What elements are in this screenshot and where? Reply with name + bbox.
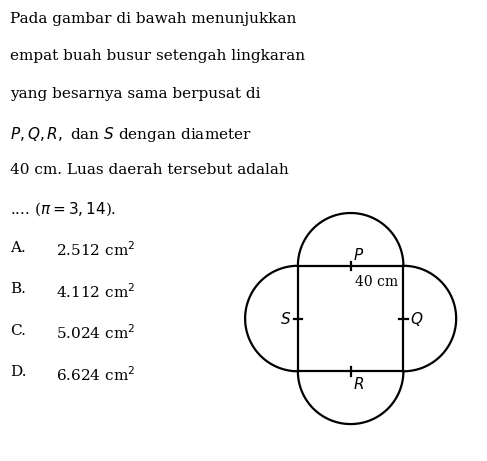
Text: $P, Q, R,$ dan $S$ dengan diameter: $P, Q, R,$ dan $S$ dengan diameter (10, 125, 252, 144)
Text: $P$: $P$ (353, 247, 364, 263)
Text: 4.112 cm$^2$: 4.112 cm$^2$ (56, 282, 135, 301)
Text: 2.512 cm$^2$: 2.512 cm$^2$ (56, 241, 135, 260)
Text: $S$: $S$ (281, 311, 292, 326)
Text: A.: A. (10, 241, 25, 254)
Text: B.: B. (10, 282, 26, 296)
Text: Pada gambar di bawah menunjukkan: Pada gambar di bawah menunjukkan (10, 12, 296, 25)
Text: D.: D. (10, 365, 26, 379)
Text: 40 cm. Luas daerah tersebut adalah: 40 cm. Luas daerah tersebut adalah (10, 163, 288, 177)
Text: $Q$: $Q$ (410, 309, 423, 328)
Text: .... ($\pi = 3,14$).: .... ($\pi = 3,14$). (10, 201, 116, 218)
Text: C.: C. (10, 324, 26, 337)
Text: $R$: $R$ (353, 376, 364, 391)
Text: 6.624 cm$^2$: 6.624 cm$^2$ (56, 365, 135, 384)
Text: yang besarnya sama berpusat di: yang besarnya sama berpusat di (10, 87, 260, 101)
Text: empat buah busur setengah lingkaran: empat buah busur setengah lingkaran (10, 49, 305, 63)
Text: 40 cm: 40 cm (355, 275, 398, 289)
Text: 5.024 cm$^2$: 5.024 cm$^2$ (56, 324, 135, 343)
